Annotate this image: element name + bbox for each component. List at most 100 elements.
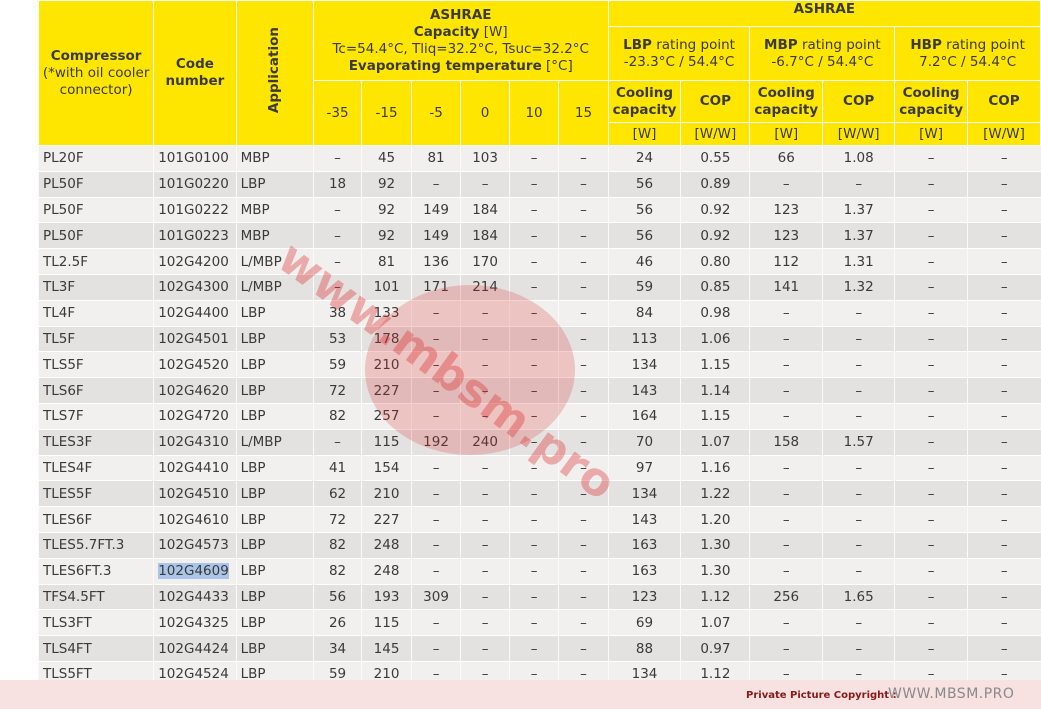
cell-text: – xyxy=(580,563,587,580)
header-text: Compressor xyxy=(50,47,142,64)
table-cell: 123 xyxy=(749,196,823,224)
header-text: Application xyxy=(266,27,283,114)
table-area: Compressor (*with oil cooler connector) C… xyxy=(37,0,1041,680)
header-text: ASHRAE xyxy=(793,1,856,18)
table-cell: 102G4620 xyxy=(153,377,237,404)
table-cell: – xyxy=(558,480,609,508)
cell-text: 102G4520 xyxy=(158,356,229,373)
cell-text: – xyxy=(481,356,489,373)
rating-group-header: MBP rating point -6.7°C / 54.4°C xyxy=(749,26,896,81)
cell-text: – xyxy=(580,330,587,347)
cell-text: – xyxy=(580,588,587,605)
cell-text: PL50F xyxy=(43,227,84,244)
cell-text: – xyxy=(1000,537,1008,554)
table-cell: – xyxy=(894,170,968,198)
column-header: Cooling capacity xyxy=(607,80,682,123)
cell-text: 193 xyxy=(373,588,400,605)
cell-text: – xyxy=(855,459,863,476)
cell-text: LBP xyxy=(240,459,266,476)
table-cell: – xyxy=(508,660,559,680)
table-cell: 59 xyxy=(607,273,681,301)
cell-text: 18 xyxy=(328,176,347,193)
table-cell: 0.85 xyxy=(680,273,750,301)
table-cell: – xyxy=(410,531,461,559)
cell-text: – xyxy=(580,227,587,244)
unit-header: [W] xyxy=(749,122,824,146)
cell-text: MBP xyxy=(240,150,270,167)
unit-header: [W] xyxy=(894,122,968,146)
cell-text: – xyxy=(1000,434,1008,451)
table-cell: 0.92 xyxy=(680,196,750,224)
table-cell: 164 xyxy=(607,402,681,430)
cell-text: 0.89 xyxy=(700,176,731,193)
cell-text: 101G0100 xyxy=(158,150,229,167)
table-cell: 101G0220 xyxy=(153,170,237,198)
cell-text: – xyxy=(782,356,790,373)
cell-text: 1.08 xyxy=(843,150,874,167)
cell-text: – xyxy=(855,640,863,657)
table-cell: – xyxy=(822,557,895,585)
table-cell: 136 xyxy=(410,248,461,275)
cell-text: TL3F xyxy=(43,279,76,296)
cell-text: 178 xyxy=(373,330,400,347)
table-cell: – xyxy=(749,402,823,430)
table-cell: 34 xyxy=(312,635,362,662)
table-cell: 101 xyxy=(361,273,412,301)
header-text: -35 xyxy=(326,104,349,121)
table-cell: PL50F xyxy=(37,222,154,250)
cell-text: 1.14 xyxy=(700,382,731,399)
table-cell: 1.16 xyxy=(680,454,750,482)
table-cell: PL50F xyxy=(37,196,154,224)
cell-text: 214 xyxy=(472,279,498,296)
cell-text: 145 xyxy=(373,640,400,657)
table-row: TL5F 102G4501 LBP 53 178 – – – – 113 1.06 – – – – xyxy=(37,325,1041,353)
cell-text: – xyxy=(530,511,538,528)
table-cell: 227 xyxy=(361,377,412,404)
cell-text: 81 xyxy=(427,150,445,167)
cell-text: – xyxy=(432,666,440,680)
table-cell: 56 xyxy=(607,170,681,198)
table-cell: 133 xyxy=(361,299,412,327)
cell-text: – xyxy=(927,434,935,451)
table-cell: – xyxy=(558,635,609,662)
table-cell: MBP xyxy=(235,222,314,250)
table-row: TLS3FT 102G4325 LBP 26 115 – – – – 69 1.07 – – – – xyxy=(37,609,1041,637)
table-row: TLES4F 102G4410 LBP 41 154 – – – – 97 1.16 – – – – xyxy=(37,454,1041,482)
header-text: 10 xyxy=(525,104,543,121)
cell-text: – xyxy=(927,253,935,270)
table-cell: TFS4.5FT xyxy=(37,583,154,611)
table-cell: 56 xyxy=(607,196,681,224)
table-cell: – xyxy=(558,248,609,275)
table-cell: – xyxy=(894,377,968,404)
table-cell: 240 xyxy=(460,428,510,456)
table-cell: TLS5F xyxy=(37,351,154,379)
cell-text: MBP xyxy=(240,201,270,218)
table-cell: 102G4300 xyxy=(153,273,237,301)
cell-text: – xyxy=(530,356,538,373)
temp-header: 15 xyxy=(558,80,609,146)
cell-text: 163 xyxy=(631,563,658,580)
cell-text: 101G0223 xyxy=(158,227,229,244)
table-cell: TLS4FT xyxy=(37,635,154,662)
table-cell: 192 xyxy=(410,428,461,456)
table-cell: – xyxy=(508,583,559,611)
table-row: TLS5FT 102G4524 LBP 59 210 – – – – 134 1.12 – – – – xyxy=(37,660,1041,680)
table-cell: 1.06 xyxy=(680,325,750,353)
table-cell: – xyxy=(460,583,510,611)
table-cell: – xyxy=(894,222,968,250)
cell-text: TL2.5F xyxy=(43,253,89,270)
cell-text: 163 xyxy=(631,537,658,554)
table-cell: 56 xyxy=(607,222,681,250)
table-cell: – xyxy=(460,377,510,404)
table-cell: LBP xyxy=(235,583,314,611)
spec-table: Compressor (*with oil cooler connector) C… xyxy=(37,0,1041,680)
table-cell: 101G0223 xyxy=(153,222,237,250)
table-cell: – xyxy=(410,506,461,533)
table-cell: LBP xyxy=(235,325,314,353)
cell-text: 59 xyxy=(635,279,654,296)
table-cell: – xyxy=(894,299,968,327)
cell-text: TLES6F xyxy=(43,511,93,528)
cell-text: 0.55 xyxy=(700,150,731,167)
copyright-label: Private Picture Copyright : xyxy=(746,690,897,701)
table-cell: TLS5FT xyxy=(37,660,154,680)
